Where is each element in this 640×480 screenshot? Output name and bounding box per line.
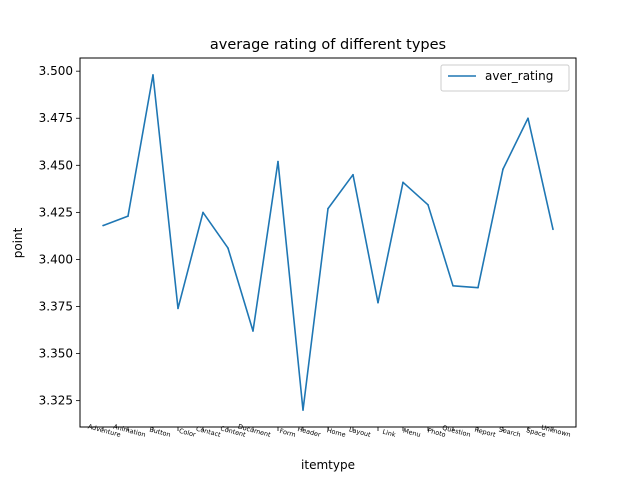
chart-title: average rating of different types xyxy=(210,37,446,53)
x-tick-label: Color xyxy=(178,427,197,439)
data-point xyxy=(277,160,279,163)
y-tick-label: 3.500 xyxy=(39,64,73,78)
data-point xyxy=(152,74,154,76)
x-tick-label: Form xyxy=(279,427,297,439)
y-tick-label: 3.400 xyxy=(39,252,73,266)
x-axis-label: itemtype xyxy=(301,458,355,472)
data-point xyxy=(127,215,129,217)
data-point xyxy=(502,168,504,170)
y-axis: 3.325 3.350 3.375 3.400 3.425 3.450 3.475 3.500 xyxy=(39,64,80,408)
y-tick-label: 3.425 xyxy=(39,205,73,219)
data-point xyxy=(227,247,229,249)
legend-box xyxy=(440,64,570,92)
x-tick-label: Home xyxy=(326,426,347,439)
data-point xyxy=(327,207,329,210)
data-point xyxy=(477,286,479,289)
data-point xyxy=(202,211,204,214)
y-tick-label: 3.475 xyxy=(39,111,73,125)
x-tick-label: Layout xyxy=(348,425,372,439)
x-tick-label: Button xyxy=(148,426,171,439)
y-tick-label: 3.375 xyxy=(39,300,73,314)
plot-area xyxy=(79,57,577,428)
series-group xyxy=(102,74,554,411)
data-point xyxy=(452,285,454,287)
data-point xyxy=(302,409,304,411)
data-point xyxy=(177,307,179,310)
data-point xyxy=(527,117,529,120)
data-point xyxy=(252,330,254,332)
data-point xyxy=(102,224,104,227)
data-point xyxy=(352,173,354,176)
x-tick-label: Link xyxy=(382,428,397,439)
legend-label-aver-rating: aver_rating xyxy=(485,69,553,83)
data-point xyxy=(552,228,554,231)
y-tick-label: 3.350 xyxy=(39,347,73,361)
data-point xyxy=(402,181,404,184)
y-tick-label: 3.450 xyxy=(39,158,73,172)
x-tick-label: Report xyxy=(474,426,497,439)
data-point xyxy=(427,204,429,206)
data-point xyxy=(377,301,379,304)
legend: aver_rating xyxy=(440,64,570,92)
y-axis-label: point xyxy=(11,227,25,258)
y-tick-label: 3.325 xyxy=(39,394,73,408)
x-tick-label: Menu xyxy=(402,427,421,439)
